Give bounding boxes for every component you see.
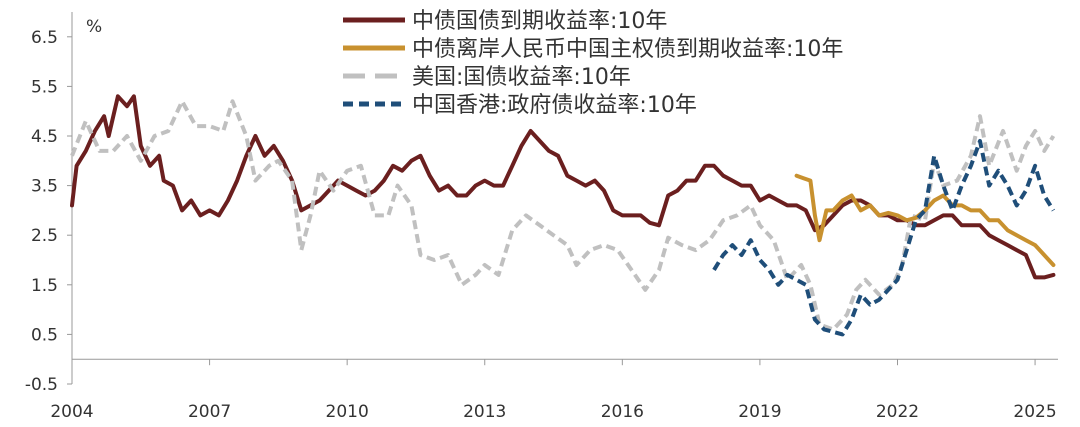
- legend-label-2: 中债离岸人民币中国主权债到期收益率:10年: [412, 37, 843, 62]
- y-tick-label: 4.5: [31, 127, 58, 147]
- x-tick-label: 2019: [738, 402, 781, 422]
- y-tick-label: -0.5: [25, 375, 58, 395]
- y-tick-label: 2.5: [31, 226, 58, 246]
- y-tick-label: 5.5: [31, 77, 58, 97]
- series-line-3: [70, 99, 1056, 332]
- series-line-2: [794, 173, 1056, 267]
- y-tick-label: 6.5: [31, 28, 58, 48]
- y-unit-label: %: [86, 17, 102, 37]
- x-tick-label: 2010: [326, 402, 369, 422]
- legend-label-3: 美国:国债收益率:10年: [412, 65, 631, 90]
- x-tick-label: 2004: [50, 402, 93, 422]
- chart-series: [70, 94, 1056, 337]
- x-tick-label: 2013: [463, 402, 506, 422]
- series-line-4: [712, 139, 1056, 337]
- y-tick-label: 3.5: [31, 177, 58, 197]
- chart-legend: 中债国债到期收益率:10年中债离岸人民币中国主权债到期收益率:10年美国:国债收…: [343, 9, 843, 118]
- x-tick-label: 2007: [188, 402, 231, 422]
- legend-label-1: 中债国债到期收益率:10年: [412, 9, 667, 34]
- x-tick-label: 2016: [601, 402, 644, 422]
- x-tick-label: 2025: [1013, 402, 1056, 422]
- chart-axes: 6.5 5.5 4.5 3.5 2.5 1.5 0.5 -0.5 2004 2007 2010 201…: [25, 12, 1058, 422]
- y-tick-label: 1.5: [31, 276, 58, 296]
- x-tick-label: 2022: [876, 402, 919, 422]
- y-tick-label: 0.5: [31, 325, 58, 345]
- series-line-1: [70, 94, 1056, 280]
- legend-label-4: 中国香港:政府债收益率:10年: [412, 93, 697, 118]
